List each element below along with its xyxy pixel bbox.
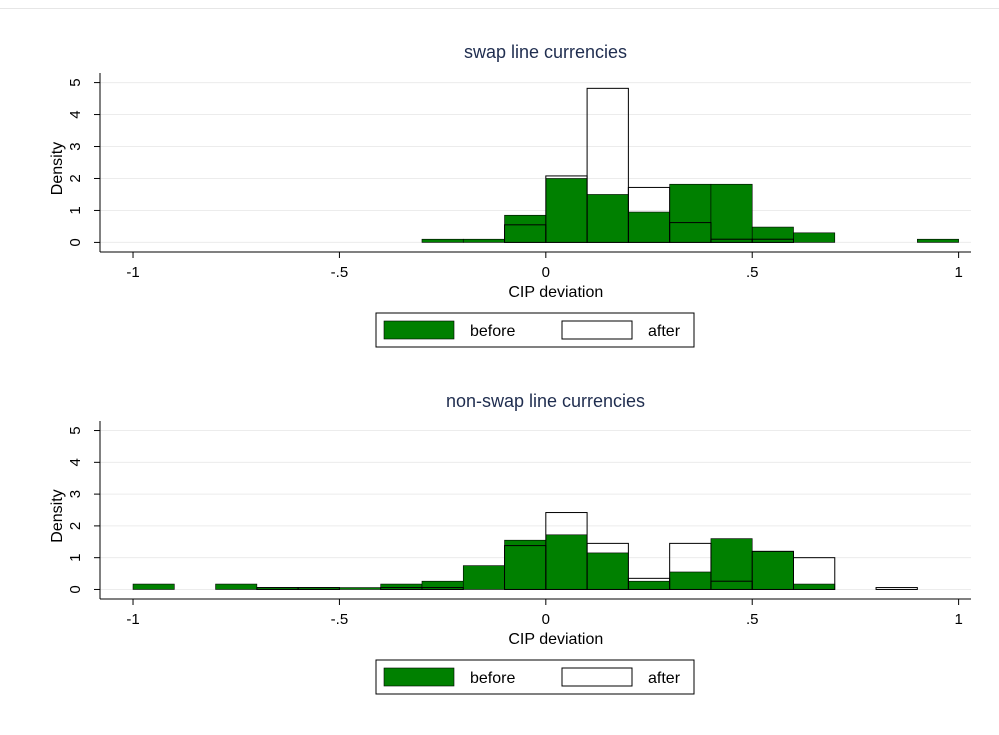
y-tick-label: 4 [67, 110, 84, 118]
legend-label-before: before [470, 323, 515, 340]
x-tick-label: .5 [746, 264, 759, 281]
x-axis-label: CIP deviation [508, 284, 603, 301]
x-tick-label: 0 [542, 611, 550, 628]
bar-before [793, 583, 836, 590]
bar-before [586, 552, 629, 590]
bar-after [586, 542, 629, 590]
legend-swatch-before [383, 667, 455, 687]
bar-before [462, 565, 505, 590]
y-tick-label: 0 [67, 238, 84, 246]
legend-swatch-after [561, 320, 633, 340]
bar-before [545, 178, 588, 243]
bar-before [586, 194, 629, 243]
bar-before [504, 214, 547, 243]
y-tick-label: 5 [67, 78, 84, 86]
bar-before [545, 534, 588, 590]
chart-panel-1: swap line currencies 0 1 2 3 4 5 -1 -.5 0 .5 1 CIP d… [49, 42, 971, 348]
y-tick-label: 1 [67, 554, 84, 562]
bar-before [628, 211, 670, 243]
x-tick-label: -1 [126, 264, 139, 281]
bar-before [504, 539, 547, 590]
bar-before [132, 583, 175, 590]
legend-swatch-after [561, 667, 633, 687]
y-tick-label: 1 [67, 206, 84, 214]
x-tick-label: -1 [126, 611, 139, 628]
legend-label-after: after [648, 323, 681, 340]
x-tick-label: 1 [954, 264, 962, 281]
bar-before [421, 238, 464, 243]
y-tick-label: 3 [67, 142, 84, 150]
y-tick-label: 4 [67, 458, 84, 466]
bar-before [793, 232, 836, 243]
bar-before [380, 583, 423, 590]
y-axis-label: Density [49, 489, 66, 542]
bar-before [628, 580, 670, 590]
bar-before [710, 183, 753, 243]
x-tick-label: 0 [542, 264, 550, 281]
legend: before after [375, 312, 695, 348]
bar-before [669, 571, 712, 590]
bar-before [462, 238, 505, 243]
chart-title: non-swap line currencies [446, 391, 645, 411]
chart-title: swap line currencies [464, 42, 627, 62]
y-tick-label: 3 [67, 490, 84, 498]
bar-after [297, 587, 340, 590]
legend-swatch-before [383, 320, 455, 340]
bar-before [751, 551, 794, 590]
bar-after [586, 87, 629, 243]
bar-after [751, 238, 794, 243]
bar-before [917, 238, 959, 243]
y-tick-label: 5 [67, 426, 84, 434]
x-tick-label: .5 [746, 611, 759, 628]
legend-label-before: before [470, 670, 515, 687]
y-tick-label: 2 [67, 174, 84, 182]
bar-after [669, 222, 712, 243]
bar-after [421, 587, 464, 590]
x-axis-label: CIP deviation [508, 631, 603, 648]
bar-after [792, 557, 836, 590]
y-tick-label: 0 [67, 585, 84, 593]
bar-before [710, 538, 753, 590]
bar-before [215, 583, 258, 590]
bar-after [627, 186, 671, 243]
chart-panel-2: non-swap line currencies 0 1 2 3 4 5 -1 -.5 0 .5 1 C… [49, 391, 971, 695]
top-divider [0, 8, 999, 9]
x-tick-label: 1 [954, 611, 962, 628]
legend-label-after: after [648, 670, 681, 687]
bar-before [421, 580, 464, 590]
legend: before after [375, 659, 695, 695]
bar-after [669, 542, 712, 590]
x-tick-label: -.5 [331, 264, 349, 281]
x-tick-label: -.5 [331, 611, 349, 628]
bar-before [751, 226, 794, 243]
bar-after [875, 587, 918, 590]
bar-before [669, 183, 712, 243]
bar-before [339, 587, 382, 590]
y-axis-label: Density [49, 142, 66, 195]
y-tick-label: 2 [67, 522, 84, 530]
